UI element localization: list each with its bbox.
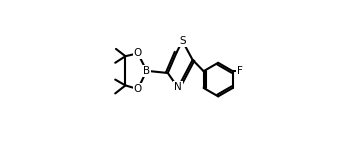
Text: O: O: [134, 84, 142, 94]
Text: S: S: [179, 36, 186, 46]
Text: F: F: [237, 66, 243, 76]
Text: N: N: [174, 82, 182, 92]
Text: O: O: [134, 48, 142, 58]
Text: B: B: [143, 66, 150, 76]
